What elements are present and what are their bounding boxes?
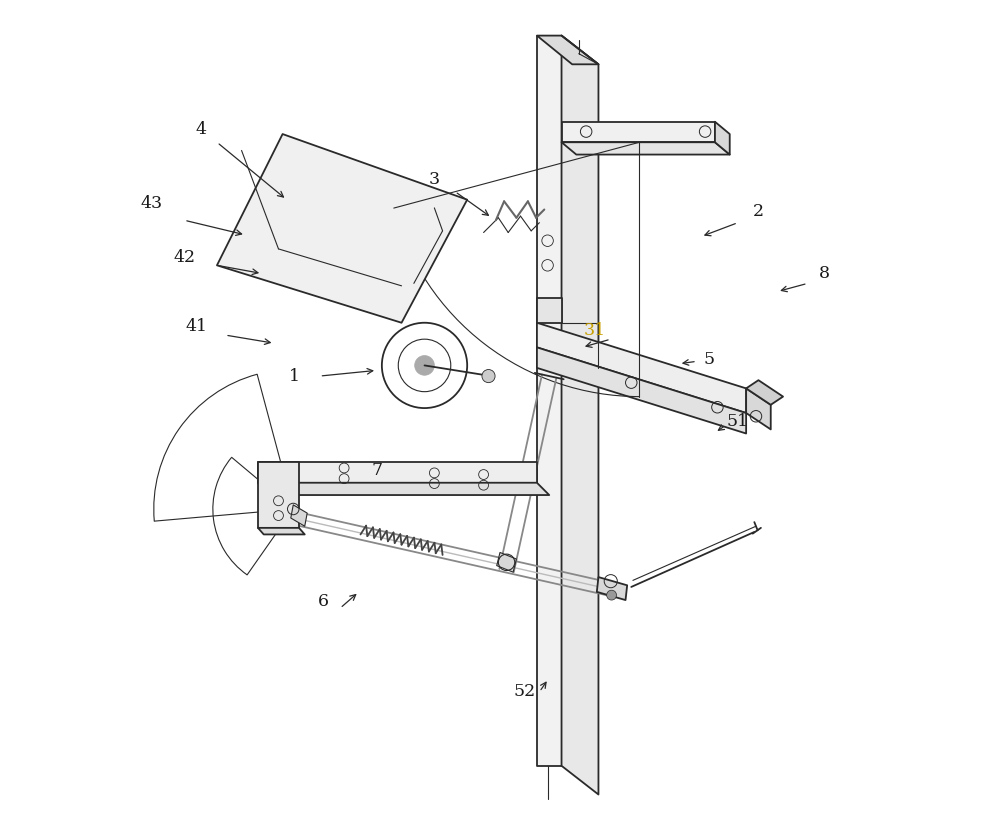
Polygon shape xyxy=(291,505,307,526)
Text: 42: 42 xyxy=(173,249,195,266)
Polygon shape xyxy=(746,388,771,430)
Polygon shape xyxy=(562,36,598,795)
Polygon shape xyxy=(258,528,305,534)
Polygon shape xyxy=(258,463,270,495)
Text: 51: 51 xyxy=(727,413,749,430)
Text: 3: 3 xyxy=(429,171,440,188)
Text: 41: 41 xyxy=(185,318,207,335)
Text: 7: 7 xyxy=(371,462,382,479)
Polygon shape xyxy=(537,348,746,434)
Text: 31: 31 xyxy=(583,322,605,339)
Polygon shape xyxy=(258,463,299,528)
Polygon shape xyxy=(258,482,549,495)
Polygon shape xyxy=(746,380,783,405)
Polygon shape xyxy=(537,323,746,413)
Circle shape xyxy=(482,369,495,382)
Polygon shape xyxy=(497,553,516,572)
Text: 2: 2 xyxy=(753,203,764,221)
Polygon shape xyxy=(597,577,627,600)
Polygon shape xyxy=(715,121,730,154)
Polygon shape xyxy=(537,36,598,64)
Circle shape xyxy=(415,355,434,375)
Circle shape xyxy=(607,591,617,600)
Polygon shape xyxy=(537,36,562,766)
Polygon shape xyxy=(562,142,730,154)
Polygon shape xyxy=(217,134,467,323)
Polygon shape xyxy=(562,121,715,142)
Text: 8: 8 xyxy=(819,265,830,282)
Text: 52: 52 xyxy=(513,683,536,700)
Text: 4: 4 xyxy=(195,121,206,139)
Polygon shape xyxy=(258,463,537,482)
Text: 43: 43 xyxy=(140,195,162,212)
Text: 5: 5 xyxy=(704,351,715,368)
Polygon shape xyxy=(537,298,562,323)
Text: 6: 6 xyxy=(318,593,329,610)
Text: 1: 1 xyxy=(289,368,300,385)
